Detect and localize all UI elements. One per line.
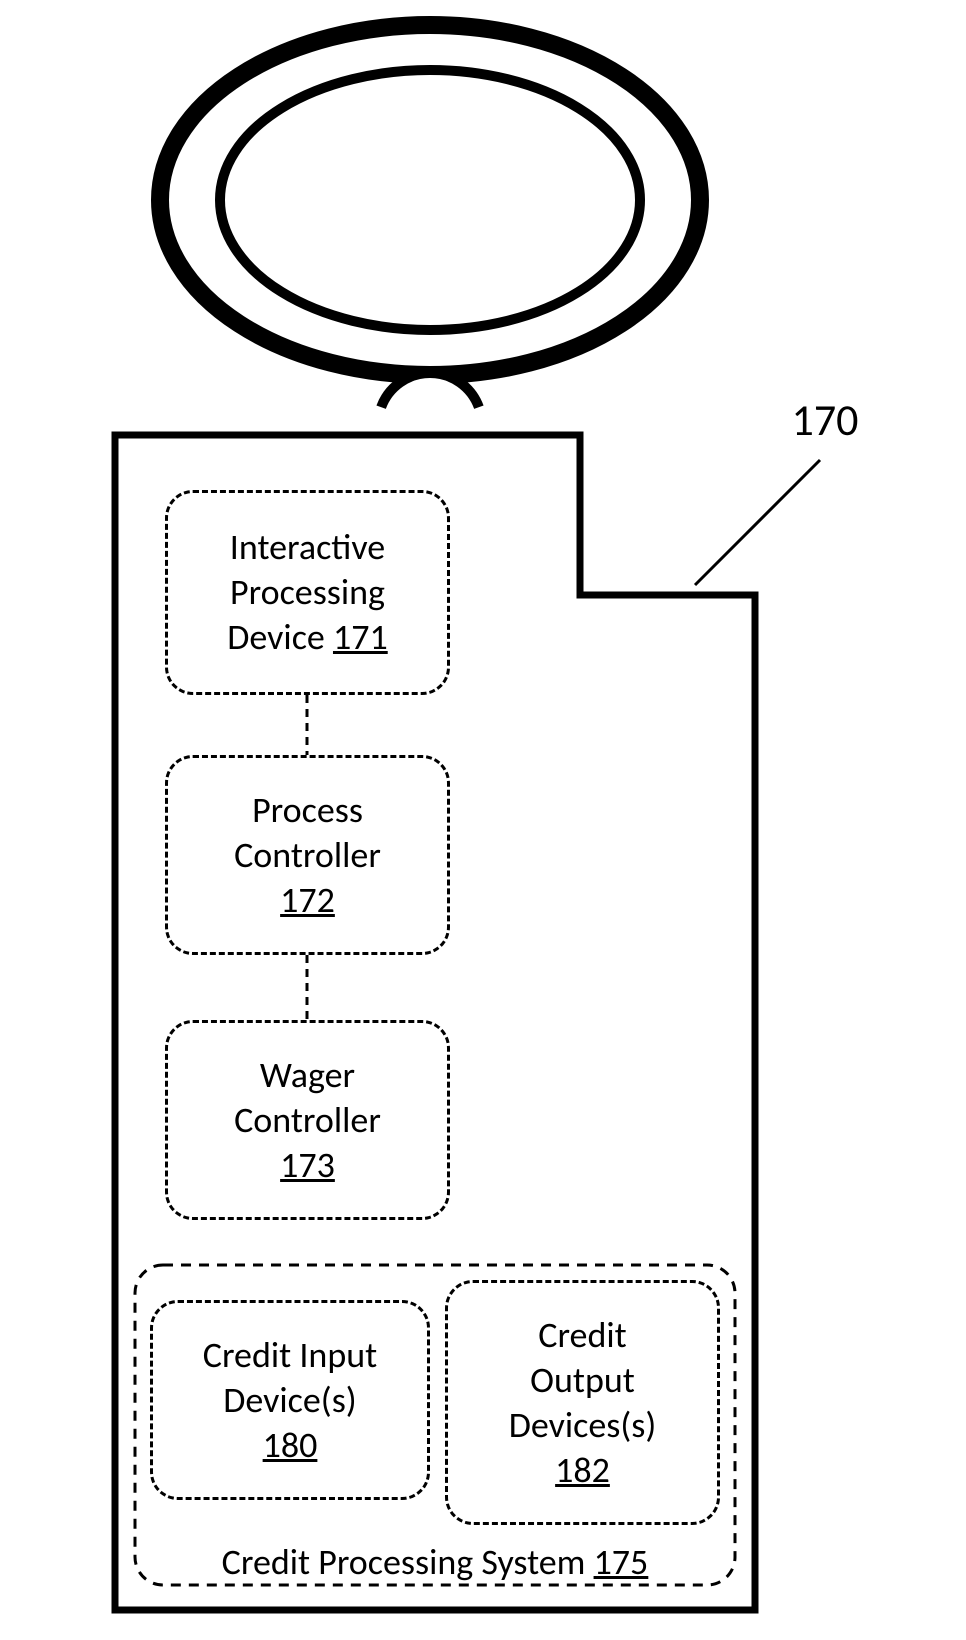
process-controller-box: Process Controller 172 xyxy=(165,755,450,955)
credit-output-devices-box: Credit Output Devices(s) 182 xyxy=(445,1280,720,1525)
callout-label-170: 170 xyxy=(775,390,875,450)
process-controller-label: Process Controller 172 xyxy=(234,788,381,923)
credit-output-devices-label: Credit Output Devices(s) 182 xyxy=(509,1313,657,1493)
credit-input-devices-label: Credit Input Device(s) 180 xyxy=(203,1333,377,1468)
interactive-processing-device-box: Interactive Processing Device 171 xyxy=(165,490,450,695)
credit-input-devices-box: Credit Input Device(s) 180 xyxy=(150,1300,430,1500)
credit-system-label-prefix: Credit Processing System xyxy=(222,1540,586,1584)
interactive-processing-device-label: Interactive Processing Device 171 xyxy=(227,525,387,660)
credit-system-ref-num: 175 xyxy=(594,1540,649,1584)
callout-label-text: 170 xyxy=(792,393,859,447)
monitor-inner-ellipse xyxy=(220,70,640,330)
wager-controller-label: Wager Controller 173 xyxy=(234,1053,381,1188)
callout-line xyxy=(695,460,820,585)
wager-controller-box: Wager Controller 173 xyxy=(165,1020,450,1220)
credit-processing-system-label: Credit Processing System 175 xyxy=(135,1540,735,1584)
